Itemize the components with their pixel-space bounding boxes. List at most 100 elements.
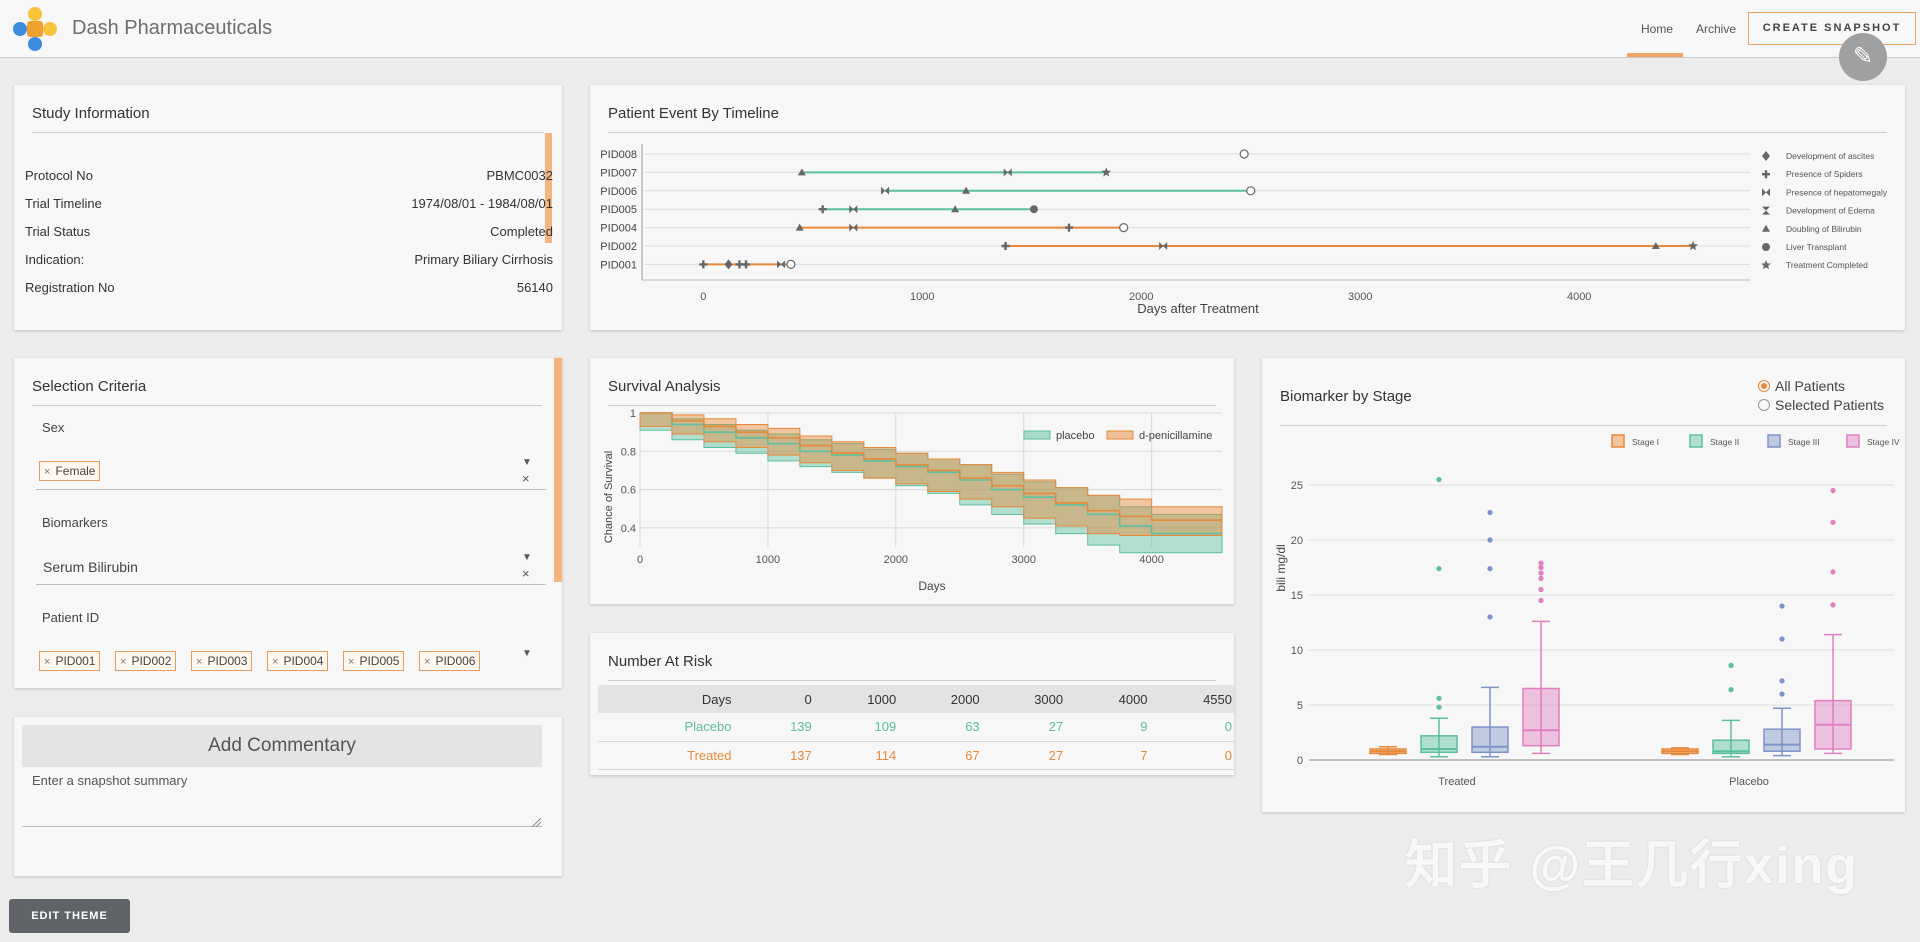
legend-swatch xyxy=(1689,434,1703,448)
marker-shape xyxy=(1159,242,1168,250)
marker-shape xyxy=(797,168,806,176)
radio-selected-patients[interactable]: Selected Patients xyxy=(1758,397,1884,413)
watermark-text: 知乎 @王几行xing xyxy=(1405,837,1860,895)
outlier-point xyxy=(1538,575,1544,582)
box-stage-ii xyxy=(1420,476,1458,758)
resize-handle-icon[interactable] xyxy=(532,818,541,827)
legend-label: Presence of Spiders xyxy=(1786,169,1863,179)
divider xyxy=(608,680,1216,681)
y-axis-title: Chance of Survival xyxy=(603,451,615,543)
marker-shape xyxy=(962,186,971,194)
nav-home-link[interactable]: Home xyxy=(1641,22,1674,36)
triangle-icon xyxy=(1762,224,1770,232)
info-label: Trial Status xyxy=(25,224,91,239)
marker-shape xyxy=(699,260,708,269)
y-tick-label: 0 xyxy=(1297,755,1303,767)
selected-tag[interactable]: × PID005 xyxy=(343,651,405,671)
chevron-down-icon[interactable]: ▼ xyxy=(522,552,532,563)
marker-shape xyxy=(1762,170,1770,179)
selected-tag[interactable]: × Female xyxy=(39,461,101,481)
survival-analysis-card: Survival Analysis 1 0.8 0.6 0.4 0 1000 2000 300… xyxy=(590,358,1234,604)
divider xyxy=(608,405,1216,406)
remove-tag-icon[interactable]: × xyxy=(272,656,279,668)
remove-tag-icon[interactable]: × xyxy=(196,656,203,668)
selected-tag[interactable]: × PID001 xyxy=(39,651,101,671)
chevron-down-icon[interactable]: ▼ xyxy=(522,457,532,468)
outlier-point xyxy=(1487,509,1493,516)
remove-tag-icon[interactable]: × xyxy=(424,656,431,668)
outlier-point xyxy=(1779,678,1785,684)
selected-tag[interactable]: × PID004 xyxy=(267,651,329,671)
outlier-point xyxy=(1779,691,1785,697)
table-cell: 0 xyxy=(1149,713,1234,742)
event-marker-bowtie xyxy=(777,260,786,269)
nav-archive-link[interactable]: Archive xyxy=(1696,22,1737,36)
outlier-point xyxy=(1830,519,1836,525)
remove-tag-icon[interactable]: × xyxy=(120,656,127,668)
remove-tag-icon[interactable]: × xyxy=(348,656,355,668)
event-marker-circle-open xyxy=(1239,149,1249,159)
edit-theme-button[interactable]: EDIT THEME xyxy=(9,899,130,933)
box-stage-i xyxy=(1369,746,1407,756)
legend-swatch xyxy=(1846,434,1860,448)
info-value: 56140 xyxy=(516,280,553,295)
pencil-icon[interactable]: ✎ xyxy=(1839,33,1887,81)
remove-tag-icon[interactable]: × xyxy=(44,656,51,668)
marker-shape xyxy=(1029,205,1038,214)
timeline-chart[interactable]: PID008 PID007 PID006 PID005 PID004 PID002 PID0… xyxy=(590,140,1905,330)
table-cell: 9 xyxy=(1065,713,1150,742)
patient-event-timeline-card: Patient Event By Timeline PID008 PID007 PI… xyxy=(590,85,1905,330)
selected-tag[interactable]: × PID006 xyxy=(419,651,481,671)
event-marker-diamond xyxy=(724,259,733,270)
biomarker-boxplot-chart[interactable]: 25 20 15 10 5 0 Treated Placebo Stage I Stage II… xyxy=(1262,428,1905,812)
clear-icon[interactable]: × xyxy=(522,471,530,486)
event-marker-star xyxy=(1688,240,1698,251)
event-marker-triangle xyxy=(797,168,806,176)
snapshot-summary-textarea[interactable]: Enter a snapshot summary xyxy=(22,769,542,827)
radio-all-patients[interactable]: All Patients xyxy=(1758,378,1845,394)
table-row-placebo: Placebo 139 109 63 27 9 0 xyxy=(598,713,1234,742)
tag-label: PID003 xyxy=(207,654,248,668)
plus-icon xyxy=(1762,170,1770,179)
outlier-point xyxy=(1538,586,1544,593)
marker-shape xyxy=(849,223,858,232)
patient-id-label: Patient ID xyxy=(42,610,100,625)
create-snapshot-button[interactable]: CREATE SNAPSHOT xyxy=(1748,12,1916,45)
info-value: Completed xyxy=(490,224,553,239)
y-tick-label: PID002 xyxy=(600,241,637,253)
marker-shape xyxy=(795,223,804,231)
scrollbar-thumb[interactable] xyxy=(545,133,552,243)
event-marker-circle-open xyxy=(1246,186,1256,196)
survival-chart[interactable]: 1 0.8 0.6 0.4 0 1000 2000 3000 4000 Days Chance … xyxy=(590,408,1234,604)
event-marker-circle-open xyxy=(786,259,796,270)
outlier-point xyxy=(1436,566,1442,572)
outlier-point xyxy=(1538,564,1544,571)
outlier-point xyxy=(1487,566,1493,572)
box-stage-iii xyxy=(1471,509,1509,758)
table-cell: 7 xyxy=(1065,741,1150,770)
divider xyxy=(608,132,1887,133)
scrollbar-thumb[interactable] xyxy=(554,358,562,582)
event-marker-triangle xyxy=(962,186,971,194)
event-marker-plus xyxy=(742,260,751,269)
remove-tag-icon[interactable]: × xyxy=(44,466,51,478)
field-underline xyxy=(36,584,546,585)
x-tick-label: 1000 xyxy=(756,554,780,566)
commentary-card: Add Commentary Enter a snapshot summary xyxy=(14,717,562,876)
marker-shape xyxy=(1119,222,1129,233)
y-tick-label: PID004 xyxy=(600,223,637,235)
selection-criteria-card: Selection Criteria Sex × Female ▼ × Bioma… xyxy=(14,358,562,688)
marker-shape xyxy=(1246,186,1256,196)
marker-shape xyxy=(1101,167,1112,177)
tag-label: PID001 xyxy=(55,654,96,668)
selected-tag[interactable]: × PID003 xyxy=(191,651,253,671)
outlier-point xyxy=(1779,603,1785,609)
chevron-down-icon[interactable]: ▼ xyxy=(522,648,532,659)
y-tick-label: 5 xyxy=(1297,700,1303,712)
selected-tag[interactable]: × PID002 xyxy=(115,651,177,671)
event-marker-circle-open xyxy=(1119,222,1129,233)
event-marker-bowtie xyxy=(849,223,858,232)
clear-icon[interactable]: × xyxy=(522,566,530,581)
star-icon xyxy=(1761,260,1771,270)
outlier-point xyxy=(1830,602,1836,608)
